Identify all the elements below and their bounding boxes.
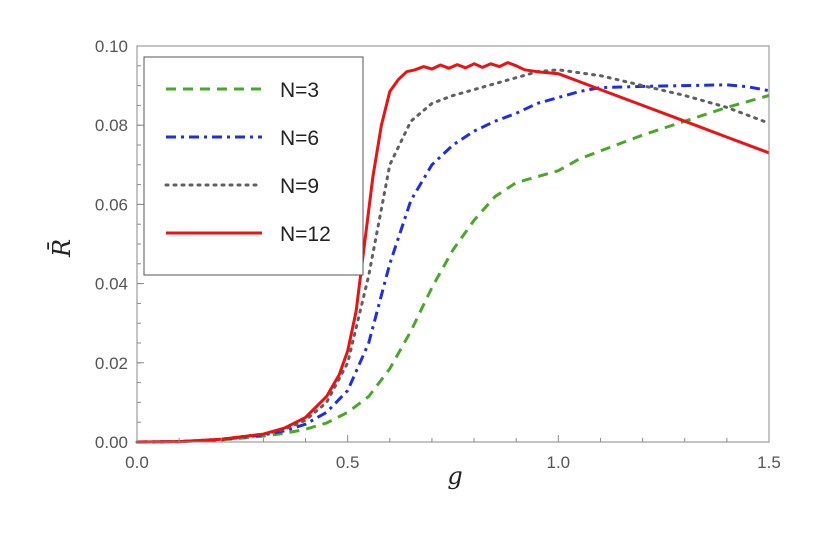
legend: N=3 N=6 N=9 N=12 xyxy=(143,56,364,276)
x-tick-label: 1.0 xyxy=(547,453,571,472)
y-tick-label: 0.10 xyxy=(95,37,128,56)
y-tick-label: 0.08 xyxy=(95,116,128,135)
y-axis-title: R̄ xyxy=(48,239,76,258)
legend-label: N=12 xyxy=(280,223,331,246)
ticks-layer: 0.0 0.5 1.0 1.5 0.00 0.02 0.04 0.06 0.08 0.10 xyxy=(95,37,781,472)
series-line-n-9 xyxy=(135,68,771,444)
y-tick-label: 0.06 xyxy=(95,195,128,214)
x-tick-label: 0.5 xyxy=(336,453,360,472)
series-line-n-12 xyxy=(136,61,770,444)
series-layer xyxy=(135,61,771,444)
x-tick-label: 0.0 xyxy=(125,453,149,472)
y-tick-label: 0.00 xyxy=(95,433,128,452)
y-tick-label: 0.02 xyxy=(95,354,128,373)
legend-label: N=9 xyxy=(280,175,319,198)
x-axis-title: g xyxy=(447,462,462,490)
x-tick-label: 1.5 xyxy=(757,453,781,472)
y-tick-label: 0.04 xyxy=(95,275,128,294)
series-line-n-6 xyxy=(136,83,770,444)
legend-label: N=6 xyxy=(280,127,319,150)
legend-box xyxy=(143,56,364,276)
series-line-n-3 xyxy=(136,94,770,444)
legend-label: N=3 xyxy=(280,79,319,102)
